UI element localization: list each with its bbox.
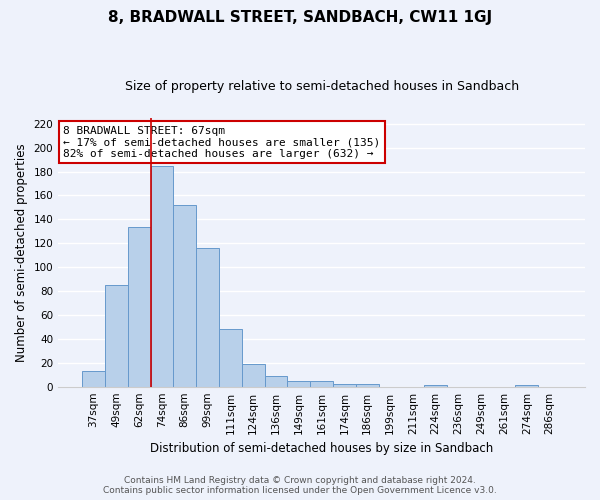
Bar [82, 371, 105, 386]
Bar [151, 166, 173, 386]
Bar [105, 285, 128, 386]
Bar [173, 205, 196, 386]
Bar [310, 380, 333, 386]
Bar [356, 384, 379, 386]
Bar [287, 380, 310, 386]
Text: 8 BRADWALL STREET: 67sqm
← 17% of semi-detached houses are smaller (135)
82% of : 8 BRADWALL STREET: 67sqm ← 17% of semi-d… [64, 126, 380, 159]
Y-axis label: Number of semi-detached properties: Number of semi-detached properties [15, 143, 28, 362]
Text: 8, BRADWALL STREET, SANDBACH, CW11 1GJ: 8, BRADWALL STREET, SANDBACH, CW11 1GJ [108, 10, 492, 25]
Bar [219, 330, 242, 386]
Text: Contains HM Land Registry data © Crown copyright and database right 2024.
Contai: Contains HM Land Registry data © Crown c… [103, 476, 497, 495]
Bar [128, 226, 151, 386]
Title: Size of property relative to semi-detached houses in Sandbach: Size of property relative to semi-detach… [125, 80, 518, 93]
Bar [196, 248, 219, 386]
Bar [242, 364, 265, 386]
Bar [333, 384, 356, 386]
Bar [265, 376, 287, 386]
X-axis label: Distribution of semi-detached houses by size in Sandbach: Distribution of semi-detached houses by … [150, 442, 493, 455]
